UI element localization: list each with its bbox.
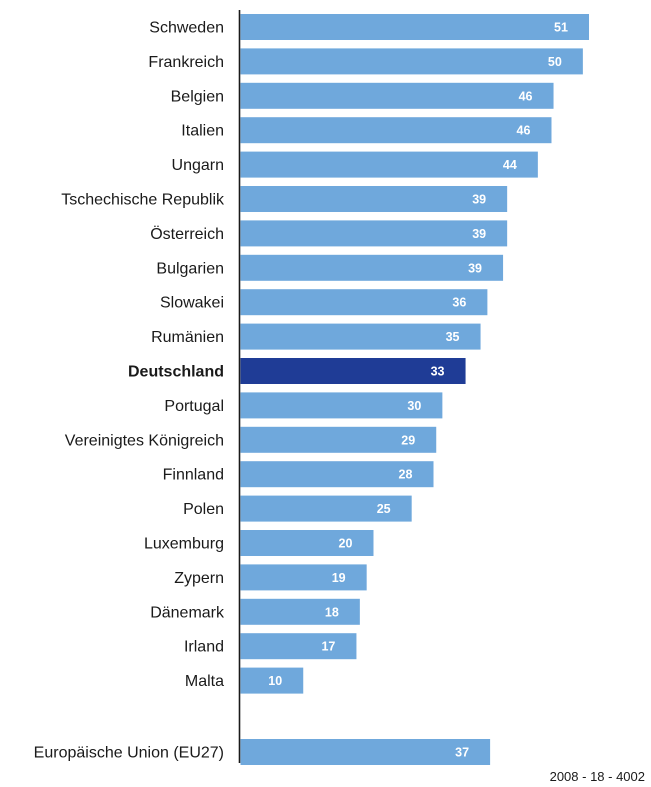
category-label-luxemburg: Luxemburg bbox=[144, 536, 224, 553]
chart-source-code: 2008 - 18 - 4002 bbox=[550, 769, 645, 784]
value-label-sterreich: 39 bbox=[472, 227, 486, 241]
value-label-polen: 25 bbox=[377, 502, 391, 516]
category-label-malta: Malta bbox=[185, 673, 224, 690]
category-label-portugal: Portugal bbox=[164, 398, 224, 415]
value-label-luxemburg: 20 bbox=[339, 537, 353, 551]
bar-irland bbox=[240, 633, 357, 660]
category-label-europ-ische-union-eu27: Europäische Union (EU27) bbox=[34, 745, 224, 762]
bar-sterreich bbox=[240, 220, 508, 247]
bar-luxemburg bbox=[240, 530, 374, 556]
category-label-deutschland: Deutschland bbox=[128, 364, 224, 381]
bar-vereinigtes-k-nigreich bbox=[240, 426, 437, 453]
value-label-bulgarien: 39 bbox=[468, 261, 482, 275]
value-label-deutschland: 33 bbox=[431, 365, 445, 379]
bar-zypern bbox=[240, 564, 367, 591]
category-label-finnland: Finnland bbox=[163, 467, 224, 484]
category-label-tschechische-republik: Tschechische Republik bbox=[61, 192, 225, 209]
bars-group: Schweden 51 Frankreich 50 Belgien 46 Italien 46… bbox=[34, 14, 590, 765]
value-label-d-nemark: 18 bbox=[325, 605, 339, 619]
bar-slowakei bbox=[240, 289, 488, 316]
category-label-vereinigtes-k-nigreich: Vereinigtes Königreich bbox=[65, 432, 224, 449]
value-label-portugal: 30 bbox=[407, 399, 421, 413]
category-label-sterreich: Österreich bbox=[150, 225, 224, 243]
bar-schweden bbox=[240, 14, 590, 40]
bar-europ-ische-union-eu27 bbox=[240, 739, 491, 765]
value-label-belgien: 46 bbox=[519, 89, 533, 103]
category-label-schweden: Schweden bbox=[149, 20, 224, 37]
category-label-bulgarien: Bulgarien bbox=[156, 260, 224, 277]
value-label-malta: 10 bbox=[268, 674, 282, 688]
bar-tschechische-republik bbox=[240, 186, 508, 212]
category-label-italien: Italien bbox=[181, 123, 224, 140]
category-label-rum-nien: Rumänien bbox=[151, 329, 224, 346]
category-label-slowakei: Slowakei bbox=[160, 295, 224, 312]
category-label-zypern: Zypern bbox=[174, 570, 224, 587]
value-label-europ-ische-union-eu27: 37 bbox=[455, 746, 469, 760]
bar-polen bbox=[240, 495, 412, 522]
value-label-schweden: 51 bbox=[554, 21, 568, 35]
value-label-frankreich: 50 bbox=[548, 55, 562, 69]
value-label-finnland: 28 bbox=[399, 468, 413, 482]
bar-d-nemark bbox=[240, 598, 360, 625]
bar-frankreich bbox=[240, 48, 583, 75]
value-label-rum-nien: 35 bbox=[446, 330, 460, 344]
category-label-polen: Polen bbox=[183, 501, 224, 518]
bar-belgien bbox=[240, 82, 554, 109]
value-label-slowakei: 36 bbox=[452, 296, 466, 310]
category-label-irland: Irland bbox=[184, 639, 224, 656]
value-label-vereinigtes-k-nigreich: 29 bbox=[401, 433, 415, 447]
bar-ungarn bbox=[240, 151, 538, 178]
category-label-ungarn: Ungarn bbox=[172, 157, 224, 174]
value-label-zypern: 19 bbox=[332, 571, 346, 585]
category-label-frankreich: Frankreich bbox=[148, 54, 224, 71]
value-label-ungarn: 44 bbox=[503, 158, 517, 172]
bar-malta bbox=[240, 667, 304, 694]
category-label-d-nemark: Dänemark bbox=[150, 604, 225, 621]
bar-bulgarien bbox=[240, 254, 504, 281]
value-label-tschechische-republik: 39 bbox=[472, 193, 486, 207]
bar-rum-nien bbox=[240, 323, 481, 350]
bar-finnland bbox=[240, 461, 434, 488]
category-label-belgien: Belgien bbox=[171, 88, 224, 105]
bar-portugal bbox=[240, 392, 443, 419]
bar-italien bbox=[240, 117, 552, 144]
value-label-irland: 17 bbox=[321, 640, 335, 654]
bar-deutschland bbox=[240, 358, 466, 384]
value-label-italien: 46 bbox=[517, 124, 531, 138]
